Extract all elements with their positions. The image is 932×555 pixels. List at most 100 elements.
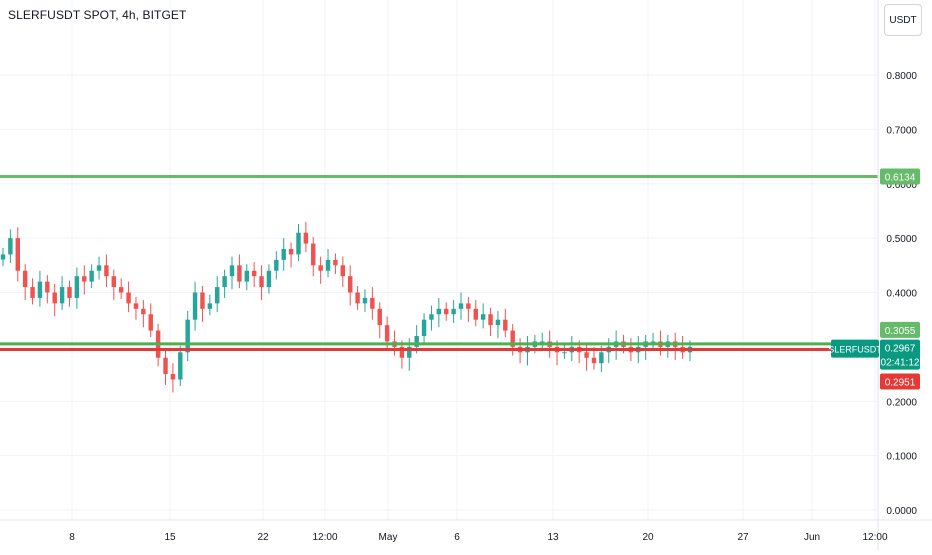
candle-body: [347, 276, 353, 293]
candle-body: [215, 287, 220, 304]
candle-body: [30, 287, 35, 298]
candle-body: [0, 254, 6, 260]
currency-button[interactable]: USDT: [884, 4, 922, 36]
candle-body: [259, 276, 264, 288]
candle-body: [436, 308, 442, 315]
candle-body: [503, 319, 508, 331]
candle-body: [296, 232, 301, 255]
candle-body: [303, 232, 309, 244]
candle-body: [311, 243, 316, 266]
candle-body: [458, 303, 464, 309]
candle-body: [473, 308, 478, 320]
y-tick-label: 0.6000: [886, 180, 917, 191]
candle-body: [59, 287, 65, 304]
candle-body: [126, 292, 131, 304]
y-tick-label: 0.5000: [886, 234, 917, 245]
candle-body: [118, 287, 124, 293]
candle-body: [222, 276, 227, 288]
candle-body: [650, 341, 656, 343]
candle-body: [540, 341, 545, 343]
x-tick-label: 20: [642, 532, 654, 543]
x-tick-label: Jun: [804, 532, 820, 543]
candle-body: [178, 352, 183, 380]
candle-body: [414, 336, 419, 347]
candle-body: [384, 325, 390, 342]
x-tick-label: 12:00: [862, 532, 887, 543]
candle-body: [510, 330, 515, 347]
candle-body: [495, 319, 501, 326]
candle-body: [599, 352, 604, 364]
badge-upper-green-bg: [880, 168, 920, 185]
badge-lower-green-bg: [880, 321, 920, 338]
x-tick-label: 13: [547, 532, 559, 543]
candle-body: [407, 346, 412, 358]
countdown-label: 02:41:12: [881, 358, 920, 369]
y-tick-label: 0.2000: [886, 397, 917, 408]
y-tick-label: 0.0000: [886, 506, 917, 517]
candle-body: [185, 319, 190, 353]
y-tick-label: 0.4000: [886, 289, 917, 300]
candle-body: [192, 292, 198, 320]
x-tick-label: 8: [69, 532, 75, 543]
candle-body: [200, 292, 205, 309]
candle-body: [399, 346, 405, 358]
badge-upper-green: 0.6134: [885, 172, 916, 183]
x-tick-label: 6: [454, 532, 460, 543]
symbol-badge-bg: [831, 339, 879, 358]
candle-body: [370, 297, 375, 309]
candle-body: [429, 314, 434, 320]
badge-red: 0.2951: [885, 378, 916, 389]
candle-body: [207, 303, 213, 309]
candle-body: [8, 238, 13, 255]
candle-body: [466, 303, 471, 309]
candle-body: [488, 314, 493, 326]
candle-body: [89, 270, 94, 282]
candle-body: [444, 308, 449, 315]
candle-body: [82, 276, 87, 282]
x-tick-label: 12:00: [312, 532, 337, 543]
x-tick-label: May: [379, 532, 398, 543]
candle-body: [340, 265, 346, 277]
candle-body: [591, 357, 597, 364]
candle-body: [288, 249, 294, 255]
candle-body: [325, 259, 331, 271]
candle-body: [104, 265, 109, 277]
symbol-title: SLERFUSDT SPOT, 4h, BITGET: [8, 8, 187, 22]
candle-body: [148, 314, 153, 331]
y-tick-label: 0.7000: [886, 125, 917, 136]
candle-body: [237, 265, 242, 282]
candle-body: [318, 265, 323, 271]
badge-red-bg: [880, 373, 920, 390]
candle-body: [333, 259, 338, 266]
candle-body: [377, 308, 382, 326]
candle-body: [451, 308, 456, 315]
x-tick-label: 22: [257, 532, 269, 543]
candle-body: [67, 287, 72, 298]
last-price-label: 0.2967: [885, 344, 916, 355]
candle-body: [74, 276, 80, 298]
candle-body: [480, 314, 486, 320]
x-tick-label: 15: [164, 532, 176, 543]
candle-body: [274, 259, 279, 271]
candle-body: [562, 352, 567, 354]
symbol-badge: SLERFUSDT: [828, 345, 882, 355]
candle-body: [96, 265, 102, 271]
y-tick-label: 0.1000: [886, 452, 917, 463]
candle-body: [266, 270, 272, 288]
candle-body: [281, 249, 286, 260]
candle-body: [229, 265, 235, 277]
candle-body: [584, 352, 589, 358]
candle-body: [421, 319, 427, 336]
candle-body: [22, 270, 28, 288]
candle-body: [133, 303, 139, 309]
candle-body: [37, 281, 43, 298]
candle-body: [141, 308, 146, 315]
candle-body: [45, 281, 50, 293]
last-price-bg: [880, 339, 920, 370]
y-tick-label: 0.8000: [886, 71, 917, 82]
badge-lower-green: 0.3055: [885, 326, 916, 337]
x-tick-label: 27: [737, 532, 749, 543]
candle-body: [170, 374, 176, 380]
